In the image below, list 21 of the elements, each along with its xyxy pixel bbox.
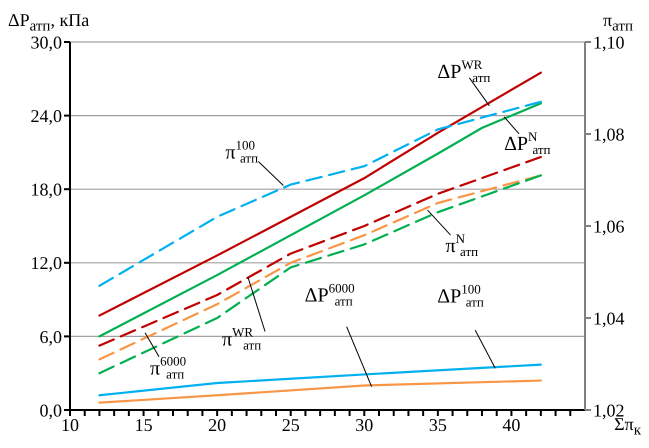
line-series <box>98 379 542 404</box>
y2-tick-label: 1,08 <box>593 124 624 144</box>
y-tick-label: 18,0 <box>30 180 62 200</box>
y-tick-label: 12,0 <box>30 253 62 274</box>
y2-tick-label: 1,06 <box>593 216 624 236</box>
y-tick-label: 30,0 <box>30 32 62 52</box>
y2-tick-label: 1,02 <box>593 400 624 420</box>
y-axis-title: ΔP$_{атп}$, кПа <box>8 10 90 35</box>
x-tick-label: 25 <box>282 414 300 435</box>
x-tick-label: 40 <box>502 414 520 435</box>
y2-axis-title: π$_{атп}$ <box>603 10 633 35</box>
x-tick-label: 15 <box>134 414 153 435</box>
y2-tick-label: 1,10 <box>593 32 624 52</box>
y-tick-label: 24,0 <box>30 106 62 126</box>
x-tick-label: 10 <box>61 414 79 435</box>
y-tick-label: 6,0 <box>40 326 62 347</box>
x-tick-label: 30 <box>355 414 374 435</box>
y2-tick-label: 1,04 <box>593 308 624 328</box>
y-tick-label: 0,0 <box>40 400 62 420</box>
x-tick-label: 35 <box>428 414 447 435</box>
x-tick-label: 20 <box>208 414 226 435</box>
